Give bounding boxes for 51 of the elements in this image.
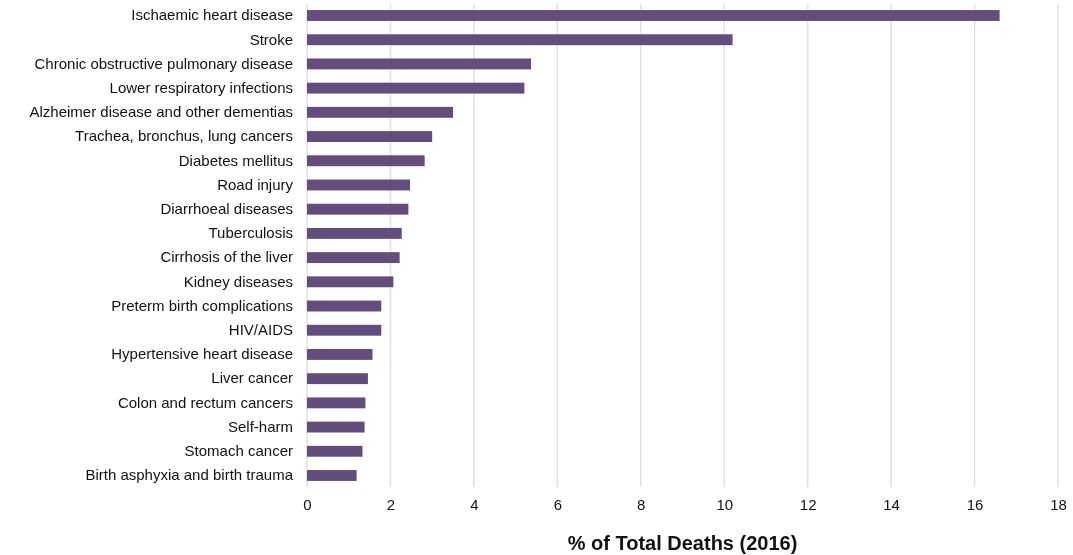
bar <box>307 227 402 239</box>
bar <box>307 470 357 481</box>
bar <box>307 252 400 264</box>
y-tick-label: Hypertensive heart disease <box>111 345 293 363</box>
x-tick-label: 4 <box>470 495 479 513</box>
y-tick-label: Liver cancer <box>211 369 293 387</box>
y-tick-label: Chronic obstructive pulmonary disease <box>34 54 293 72</box>
y-tick-label: Ischaemic heart disease <box>131 6 293 24</box>
x-tick-label: 10 <box>716 495 734 513</box>
bar <box>307 397 366 409</box>
x-tick-label: 2 <box>386 495 396 513</box>
bar <box>307 155 425 167</box>
x-tick-label: 8 <box>637 495 646 513</box>
y-tick-label: Diabetes mellitus <box>178 151 293 169</box>
bar <box>307 131 433 142</box>
y-tick-label: Alzheimer disease and other dementias <box>29 103 293 121</box>
x-axis-title: % of Total Deaths (2016) <box>567 532 798 554</box>
y-tick-label: Lower respiratory infections <box>109 78 293 96</box>
x-tick-label: 16 <box>966 495 984 513</box>
bar <box>307 10 1000 21</box>
y-tick-label: Tuberculosis <box>208 224 293 242</box>
y-tick-label: Cirrhosis of the liver <box>160 248 293 266</box>
y-tick-label: Birth asphyxia and birth trauma <box>85 466 294 484</box>
bar <box>307 373 368 385</box>
bar <box>307 34 733 46</box>
y-tick-label: Stomach cancer <box>184 442 293 460</box>
y-tick-label: Colon and rectum cancers <box>117 393 293 411</box>
bar <box>307 179 411 191</box>
y-tick-label: Road injury <box>217 175 294 193</box>
y-tick-label: Trachea, bronchus, lung cancers <box>75 127 293 145</box>
bar <box>307 324 382 336</box>
y-tick-label: Stroke <box>249 30 293 48</box>
y-tick-label: Kidney diseases <box>183 272 293 290</box>
bar <box>307 276 394 288</box>
bar <box>307 106 454 118</box>
x-tick-label: 0 <box>303 495 312 513</box>
bar <box>307 58 532 70</box>
bar <box>307 445 363 457</box>
x-tick-label: 6 <box>553 495 563 513</box>
bar <box>307 300 382 312</box>
bar <box>307 203 409 215</box>
bar <box>307 349 373 360</box>
bar <box>307 421 365 433</box>
x-tick-label: 14 <box>883 495 900 513</box>
bar <box>307 82 525 94</box>
x-tick-label: 12 <box>799 495 817 513</box>
y-tick-label: Preterm birth complications <box>111 296 293 314</box>
y-tick-label: Diarrhoeal diseases <box>160 199 293 217</box>
y-tick-label: HIV/AIDS <box>228 321 293 339</box>
y-tick-label: Self-harm <box>227 417 293 435</box>
x-tick-label: 18 <box>1050 495 1067 513</box>
